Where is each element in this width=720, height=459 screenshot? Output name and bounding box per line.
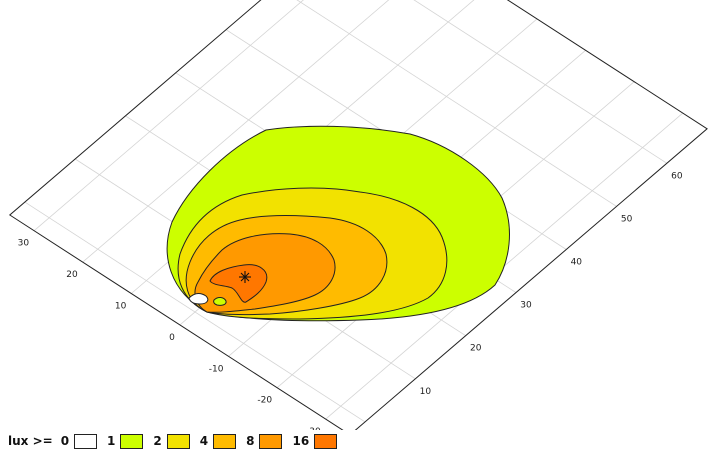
legend-swatch	[213, 433, 237, 449]
x-tick-label: 0	[169, 333, 175, 343]
legend-swatch	[314, 433, 338, 449]
axis-tick-labels: -30 -20 -10 0 10 20 30 10 20 30 40 50 60	[18, 171, 683, 430]
grid-line	[24, 201, 366, 423]
legend-level-label: 2	[153, 434, 162, 448]
legend-title: lux >=	[8, 434, 53, 448]
isolux-contours	[166, 125, 510, 322]
x-tick-label: -30	[306, 427, 321, 430]
x-tick-label: 30	[18, 239, 30, 249]
legend-swatch	[74, 433, 98, 449]
y-tick-label: 10	[420, 387, 432, 397]
yellow-blob-near-origin	[213, 297, 227, 306]
legend-level-label: 8	[246, 434, 255, 448]
grid-line	[296, 0, 617, 207]
y-tick-label: 60	[671, 171, 683, 181]
y-tick-label: 30	[520, 301, 532, 311]
white-pocket-left	[188, 293, 209, 305]
y-tick-label: 40	[571, 258, 583, 268]
legend-level-label: 4	[199, 434, 209, 448]
isolux-plot: -30 -20 -10 0 10 20 30 10 20 30 40 50 60	[8, 0, 708, 430]
y-tick-label: 20	[470, 344, 482, 354]
x-tick-label: 10	[115, 302, 127, 312]
x-tick-label: -20	[257, 396, 272, 406]
grid-line	[82, 0, 390, 263]
legend-level-label: 1	[107, 434, 116, 448]
legend-swatch	[166, 433, 190, 449]
grid-line	[413, 0, 668, 164]
light-source-marker	[239, 271, 251, 283]
legend: lux >= 0 1 2 4 8 16	[8, 430, 338, 452]
grid-line	[33, 0, 304, 232]
y-tick-label: 50	[621, 214, 633, 224]
x-tick-label: -10	[209, 364, 224, 374]
x-tick-label: 20	[66, 270, 78, 280]
legend-level-label: 0	[60, 434, 70, 448]
legend-level-label: 16	[292, 434, 310, 448]
contour-level-16	[209, 264, 268, 303]
legend-swatch	[259, 433, 283, 449]
plot-frame	[8, 0, 708, 430]
legend-swatch	[120, 433, 144, 449]
